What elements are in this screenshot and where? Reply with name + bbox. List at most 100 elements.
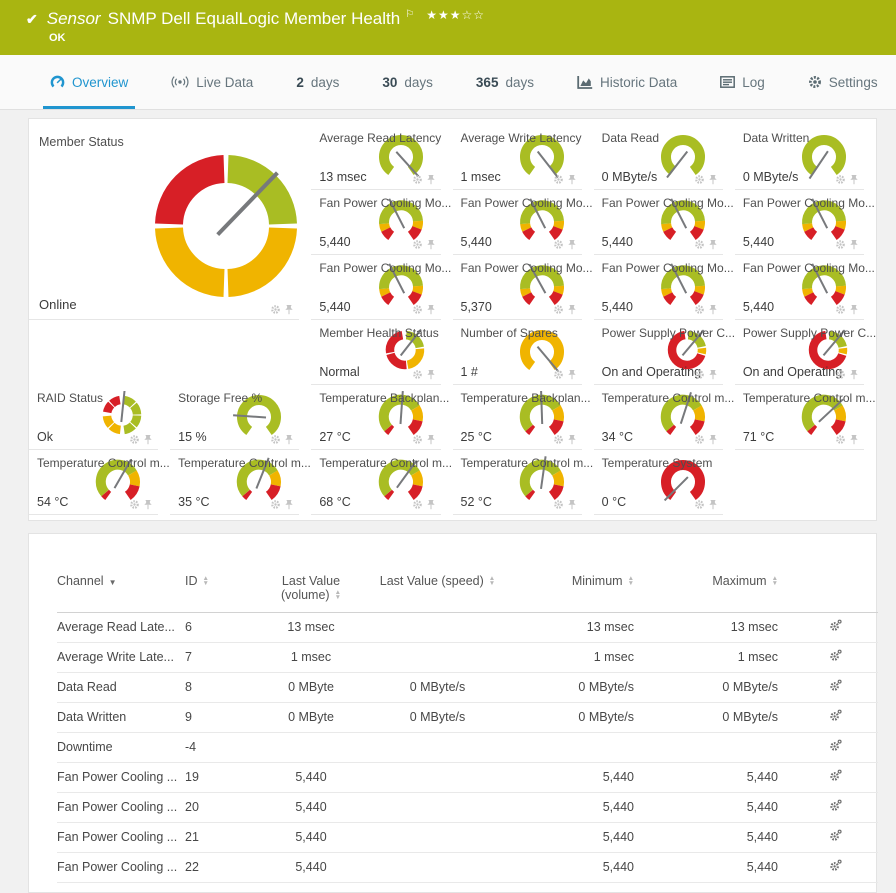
- cell-channel[interactable]: Fan Power Cooling ...: [57, 762, 185, 793]
- tab-live-data[interactable]: Live Data: [171, 55, 253, 109]
- cell-channel[interactable]: Fan Power Cooling ...: [57, 822, 185, 853]
- gear-icon[interactable]: [553, 174, 564, 185]
- table-row[interactable]: Fan Power Cooling ... 21 5,440 5,440 5,4…: [57, 822, 878, 853]
- tab-historic-data[interactable]: Historic Data: [577, 55, 677, 109]
- gear-icon[interactable]: [694, 499, 705, 510]
- cell-channel[interactable]: Downtime: [57, 732, 185, 763]
- gauge-cell[interactable]: Temperature System 0 °C: [593, 450, 723, 515]
- pin-icon[interactable]: [849, 434, 859, 445]
- gear-icon[interactable]: [270, 304, 281, 315]
- channel-settings-icon[interactable]: [829, 739, 842, 752]
- cell-channel[interactable]: Data Read: [57, 672, 185, 703]
- gear-icon[interactable]: [694, 174, 705, 185]
- gauge-cell[interactable]: Temperature Backplan... 27 °C: [311, 385, 449, 450]
- stars-filled[interactable]: ★★★: [426, 8, 462, 22]
- pin-icon[interactable]: [708, 174, 718, 185]
- gear-icon[interactable]: [835, 434, 846, 445]
- channel-settings-icon[interactable]: [829, 769, 842, 782]
- channel-settings-icon[interactable]: [829, 829, 842, 842]
- gauge-cell[interactable]: Storage Free % 15 %: [170, 385, 300, 450]
- cell-channel[interactable]: Average Read Late...: [57, 612, 185, 643]
- gear-icon[interactable]: [835, 369, 846, 380]
- cell-channel[interactable]: Average Write Late...: [57, 642, 185, 673]
- table-row[interactable]: Fan Power Cooling ... 19 5,440 5,440 5,4…: [57, 762, 878, 793]
- pin-icon[interactable]: [567, 239, 577, 250]
- gauge-cell[interactable]: Temperature Control m... 52 °C: [452, 450, 593, 515]
- pin-icon[interactable]: [708, 499, 718, 510]
- pin-icon[interactable]: [708, 239, 718, 250]
- priority-stars[interactable]: ★★★☆☆: [426, 5, 485, 25]
- stars-empty[interactable]: ☆☆: [461, 8, 485, 22]
- tab-overview[interactable]: Overview: [42, 55, 136, 109]
- pin-icon[interactable]: [567, 304, 577, 315]
- table-row[interactable]: Fan Power Cooling ... 22 5,440 5,440 5,4…: [57, 852, 878, 883]
- table-row[interactable]: Fan Power Cooling ... 20 5,440 5,440 5,4…: [57, 792, 878, 823]
- pin-icon[interactable]: [567, 499, 577, 510]
- gauge-cell[interactable]: Fan Power Cooling Mo... 5,440: [452, 190, 593, 255]
- gear-icon[interactable]: [412, 369, 423, 380]
- pin-icon[interactable]: [426, 499, 436, 510]
- gauge-cell[interactable]: Power Supply Power C... On and Operating: [734, 320, 876, 385]
- gear-icon[interactable]: [412, 174, 423, 185]
- gear-icon[interactable]: [412, 239, 423, 250]
- gear-icon[interactable]: [553, 304, 564, 315]
- pin-icon[interactable]: [567, 174, 577, 185]
- gear-icon[interactable]: [694, 434, 705, 445]
- pin-icon[interactable]: [284, 304, 294, 315]
- gauge-cell[interactable]: Temperature Control m... 68 °C: [311, 450, 452, 515]
- gauge-cell[interactable]: Fan Power Cooling Mo... 5,440: [734, 255, 875, 320]
- gear-icon[interactable]: [553, 499, 564, 510]
- gauge-cell[interactable]: Fan Power Cooling Mo... 5,440: [734, 190, 875, 255]
- channel-settings-icon[interactable]: [829, 649, 842, 662]
- tab-settings[interactable]: Settings: [808, 55, 878, 109]
- gauge-cell[interactable]: Fan Power Cooling Mo... 5,440: [593, 255, 734, 320]
- gauge-cell[interactable]: Data Written 0 MByte/s: [734, 125, 864, 190]
- gear-icon[interactable]: [270, 434, 281, 445]
- tab-30-days[interactable]: 30 days: [382, 55, 433, 109]
- pin-icon[interactable]: [708, 304, 718, 315]
- pin-icon[interactable]: [143, 499, 153, 510]
- channel-settings-icon[interactable]: [829, 619, 842, 632]
- gauge-cell[interactable]: Data Read 0 MByte/s: [593, 125, 723, 190]
- channel-settings-icon[interactable]: [829, 709, 842, 722]
- column-header-id[interactable]: ID ▲ ▼: [185, 570, 261, 613]
- pin-icon[interactable]: [567, 434, 577, 445]
- gauge-cell[interactable]: Temperature Control m... 35 °C: [170, 450, 311, 515]
- pin-icon[interactable]: [567, 369, 577, 380]
- pin-icon[interactable]: [426, 434, 436, 445]
- gauge-cell[interactable]: Fan Power Cooling Mo... 5,440: [593, 190, 734, 255]
- column-header-channel[interactable]: Channel ▼: [57, 570, 185, 613]
- pin-icon[interactable]: [426, 304, 436, 315]
- channel-settings-icon[interactable]: [829, 799, 842, 812]
- gauge-cell[interactable]: Number of Spares 1 #: [452, 320, 582, 385]
- table-row[interactable]: Average Read Late... 6 13 msec 13 msec 1…: [57, 612, 878, 643]
- gauge-cell[interactable]: Average Write Latency 1 msec: [452, 125, 582, 190]
- cell-channel[interactable]: Fan Power Cooling ...: [57, 792, 185, 823]
- channel-settings-icon[interactable]: [829, 859, 842, 872]
- pin-icon[interactable]: [284, 499, 294, 510]
- column-header-last-value-volume[interactable]: Last Value (volume) ▲ ▼: [261, 570, 361, 613]
- channel-settings-icon[interactable]: [829, 679, 842, 692]
- gauge-cell[interactable]: Fan Power Cooling Mo... 5,440: [311, 190, 451, 255]
- gear-icon[interactable]: [129, 499, 140, 510]
- pin-icon[interactable]: [849, 369, 859, 380]
- pin-icon[interactable]: [849, 239, 859, 250]
- pin-icon[interactable]: [426, 369, 436, 380]
- table-row[interactable]: Data Read 8 0 MByte 0 MByte/s 0 MByte/s …: [57, 672, 878, 703]
- pin-icon[interactable]: [708, 434, 718, 445]
- gauge-cell[interactable]: Member Status Online: [29, 125, 300, 320]
- pin-icon[interactable]: [426, 239, 436, 250]
- pin-icon[interactable]: [849, 174, 859, 185]
- gear-icon[interactable]: [553, 239, 564, 250]
- column-header-maximum[interactable]: Maximum ▲ ▼: [648, 570, 792, 613]
- gear-icon[interactable]: [835, 239, 846, 250]
- table-row[interactable]: Data Written 9 0 MByte 0 MByte/s 0 MByte…: [57, 702, 878, 733]
- gear-icon[interactable]: [553, 369, 564, 380]
- gear-icon[interactable]: [412, 304, 423, 315]
- gear-icon[interactable]: [835, 304, 846, 315]
- gauge-cell[interactable]: Temperature Backplan... 25 °C: [452, 385, 591, 450]
- gear-icon[interactable]: [129, 434, 140, 445]
- pin-icon[interactable]: [426, 174, 436, 185]
- gear-icon[interactable]: [412, 434, 423, 445]
- flag-icon[interactable]: ⚐: [405, 9, 415, 20]
